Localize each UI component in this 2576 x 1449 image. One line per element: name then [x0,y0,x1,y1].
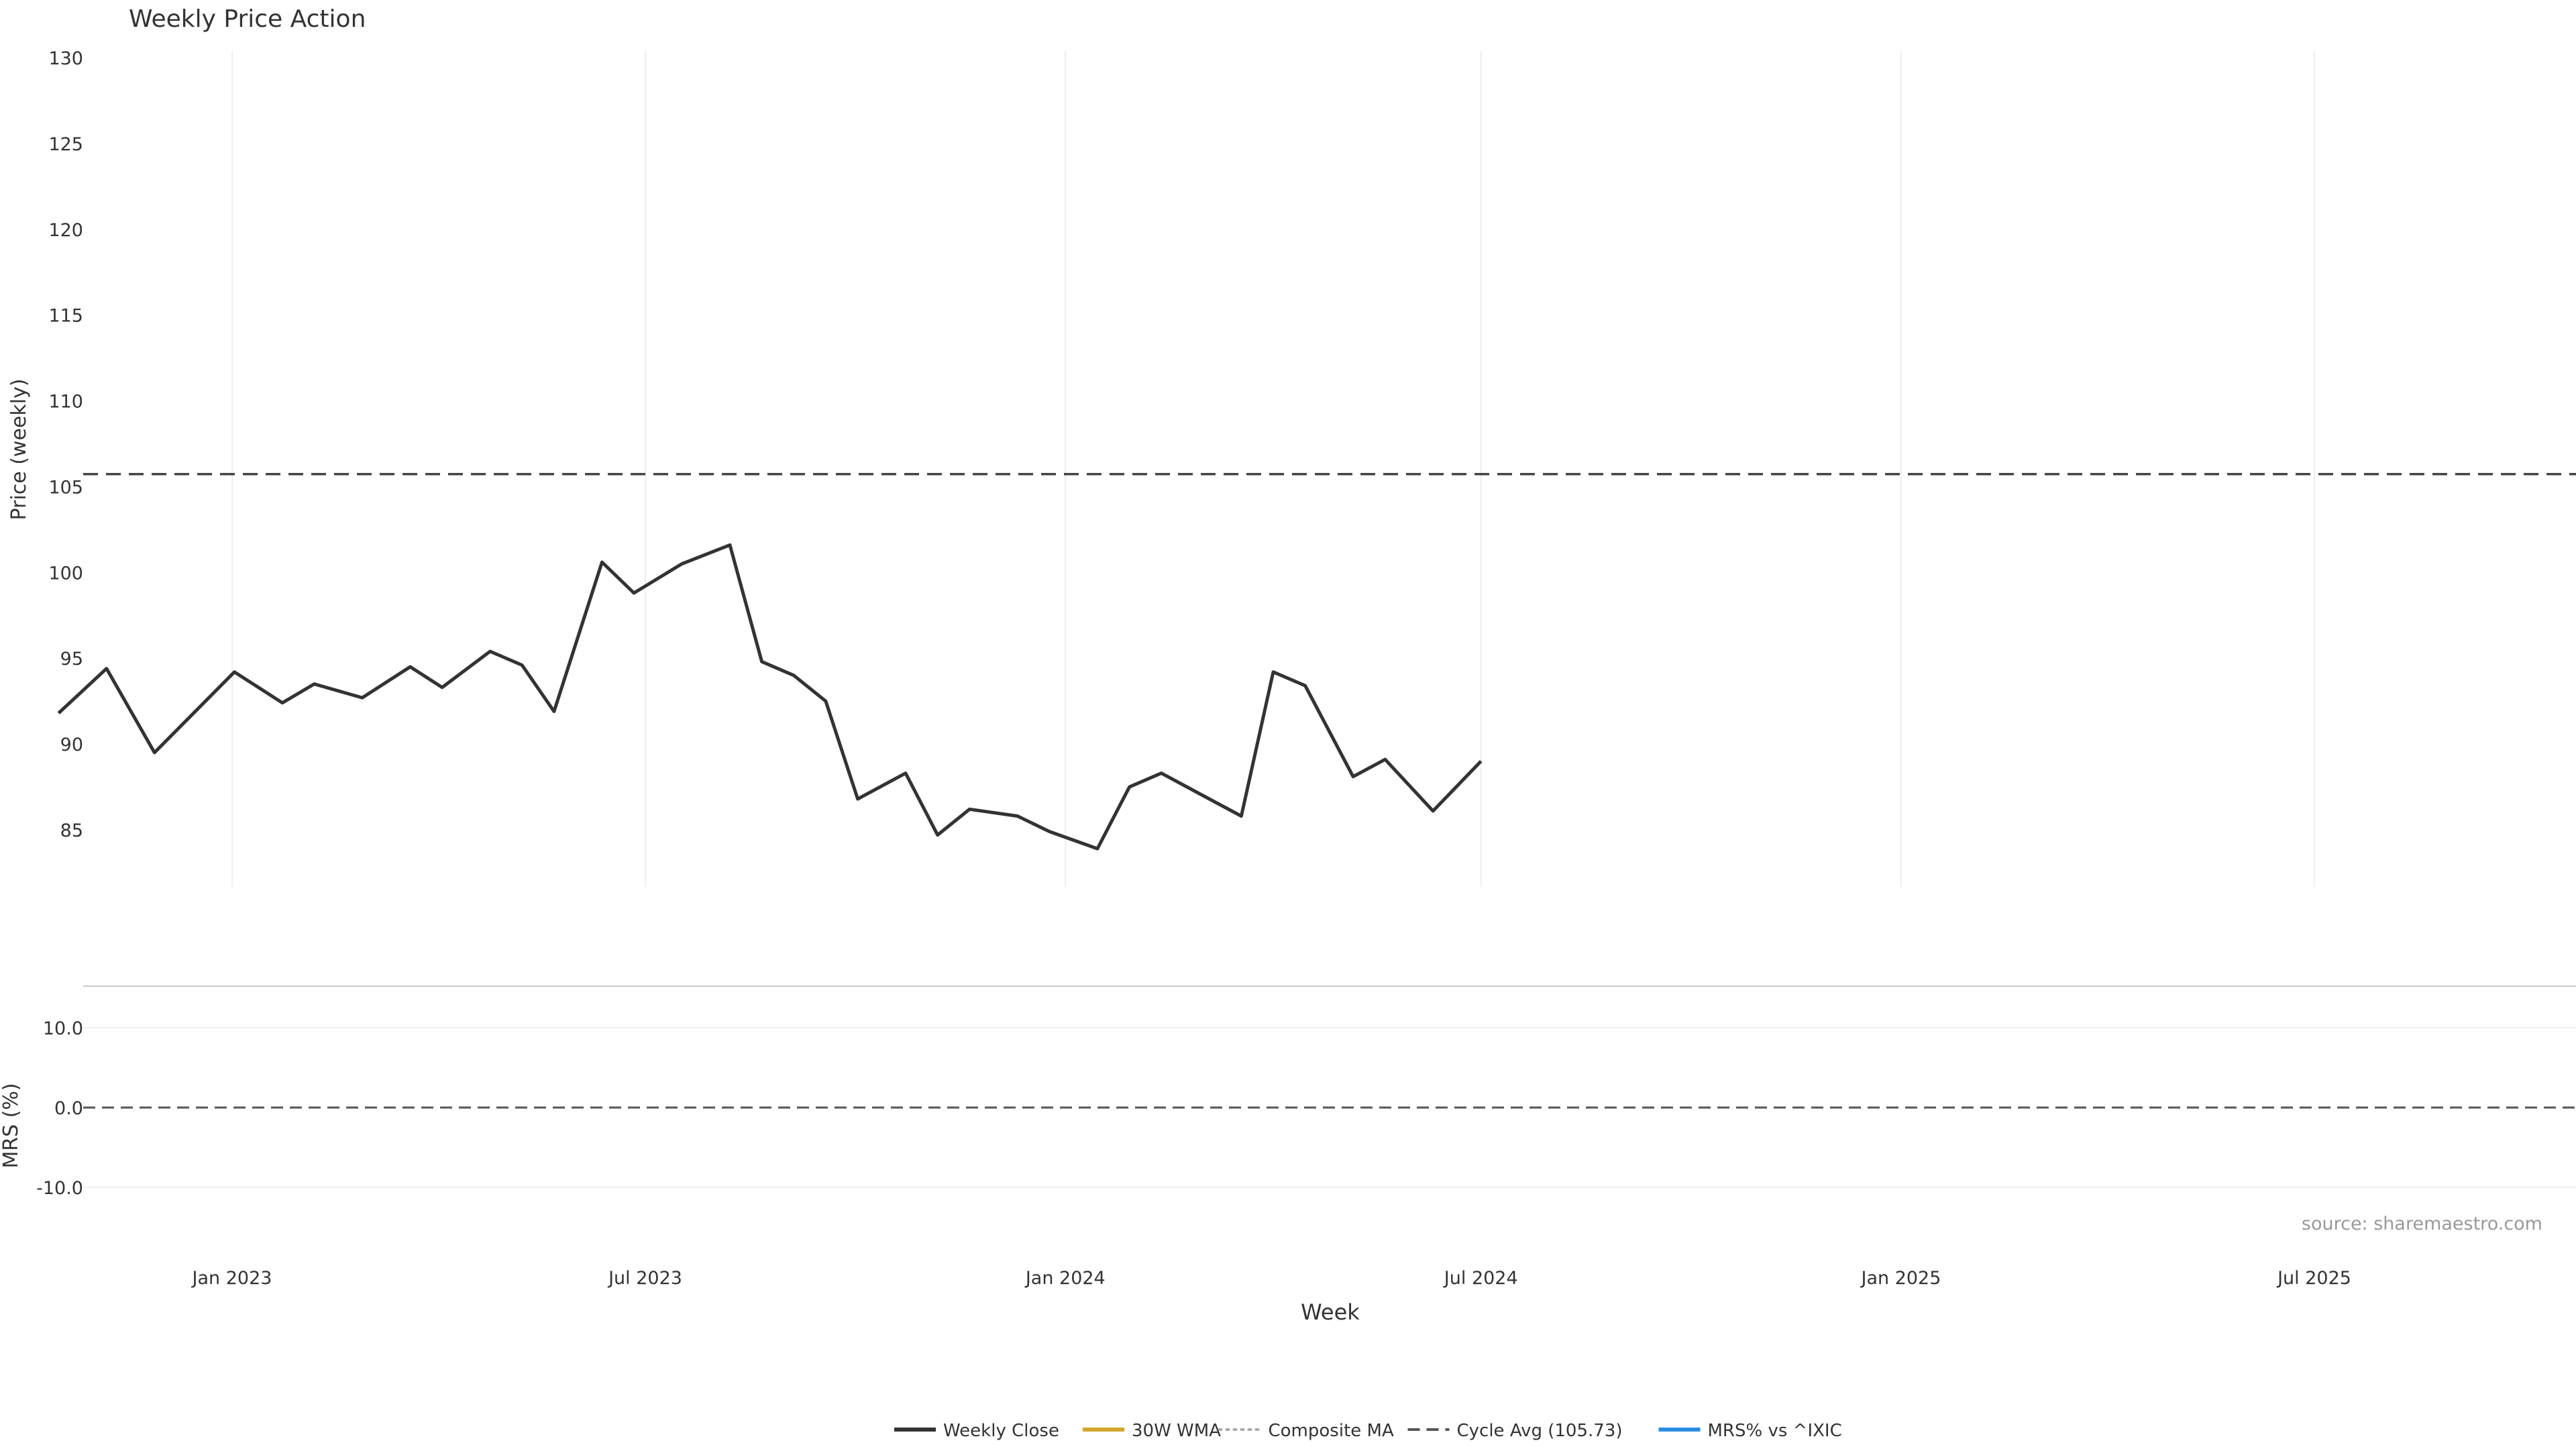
legend: Weekly Close 30W WMA Composite MA Cycle Avg… [894,1421,1842,1441]
legend-label: Composite MA [1269,1421,1394,1441]
price-grid [231,51,2315,887]
chart-title: Weekly Price Action [129,5,366,33]
price-y-tick: 105 [48,477,83,498]
weekly-close-line [57,543,1483,851]
price-y-tick: 90 [60,735,83,755]
x-tick-labels: Jan 2023 Jul 2023 Jan 2024 Jul 2024 Jan 2025… [191,1268,2351,1289]
price-y-tick: 125 [48,134,83,155]
x-tick-label: Jul 2023 [607,1268,682,1289]
price-y-axis-label: Price (weekly) [7,378,31,520]
x-tick-label: Jul 2025 [2276,1268,2351,1289]
mrs-y-axis-label: MRS (%) [0,1083,23,1168]
source-note: source: sharemaestro.com [2302,1214,2542,1234]
x-tick-label: Jan 2024 [1024,1268,1106,1289]
price-y-tick: 130 [48,48,83,69]
mrs-y-tick: 0.0 [54,1098,83,1119]
price-y-tick: 100 [48,563,83,584]
price-y-tick: 85 [60,820,83,841]
x-tick-label: Jul 2024 [1443,1268,1518,1289]
price-y-ticks: 85 90 95 100 105 110 115 120 125 130 [48,48,83,841]
x-axis-label: Week [1301,1299,1360,1325]
mrs-y-tick: -10.0 [36,1178,83,1199]
price-y-tick: 95 [60,649,83,669]
price-y-tick: 110 [48,392,83,413]
legend-label: 30W WMA [1132,1421,1221,1441]
mrs-panel: 10.0 0.0 -10.0 MRS (%) source: sharemaestr… [0,985,2576,1234]
mrs-grid [83,1027,2576,1188]
legend-label: MRS% vs ^IXIC [1708,1421,1842,1441]
price-panel: 85 90 95 100 105 110 115 120 125 130 Price (weekl… [7,48,2576,887]
x-tick-label: Jan 2025 [1860,1268,1941,1289]
price-y-tick: 115 [48,306,83,327]
legend-label: Cycle Avg (105.73) [1457,1421,1623,1441]
mrs-y-ticks: 10.0 0.0 -10.0 [36,1018,83,1199]
price-y-tick: 120 [48,220,83,241]
mrs-y-tick: 10.0 [43,1018,83,1039]
x-tick-label: Jan 2023 [191,1268,272,1289]
legend-label: Weekly Close [943,1421,1059,1441]
